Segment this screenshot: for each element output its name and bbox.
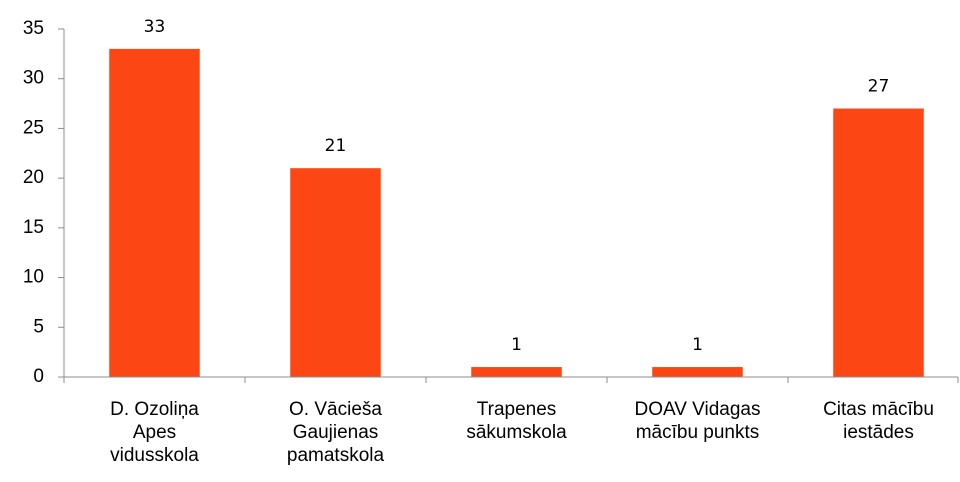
y-tick-label: 35 [23, 18, 44, 39]
y-tick-label: 25 [23, 117, 44, 138]
y-tick-label: 10 [23, 267, 44, 288]
bar [109, 48, 200, 378]
y-tick-label: 15 [23, 217, 44, 238]
y-tick-label: 0 [33, 366, 44, 387]
data-label: 27 [868, 77, 890, 97]
x-tick-label: O. Vācieša Gaujienas pamatskola [286, 399, 385, 466]
y-tick-label: 5 [33, 316, 44, 337]
bar [471, 367, 562, 377]
x-tick-label: DOAV Vidagas mācību punkts [634, 399, 761, 443]
data-label: 1 [511, 335, 522, 355]
bar [290, 168, 381, 377]
bar [652, 367, 743, 377]
x-tick-label: Trapenes sākumskola [466, 399, 567, 443]
x-tick-label: D. Ozoliņa Apes vidusskola [110, 399, 199, 466]
data-label: 1 [692, 335, 703, 355]
data-label: 21 [325, 136, 347, 156]
y-tick-label: 20 [23, 167, 44, 188]
bar [833, 108, 924, 378]
data-label: 33 [144, 17, 166, 37]
x-tick-label: Citas mācību iestādes [823, 399, 934, 443]
y-tick-label: 30 [23, 68, 44, 89]
